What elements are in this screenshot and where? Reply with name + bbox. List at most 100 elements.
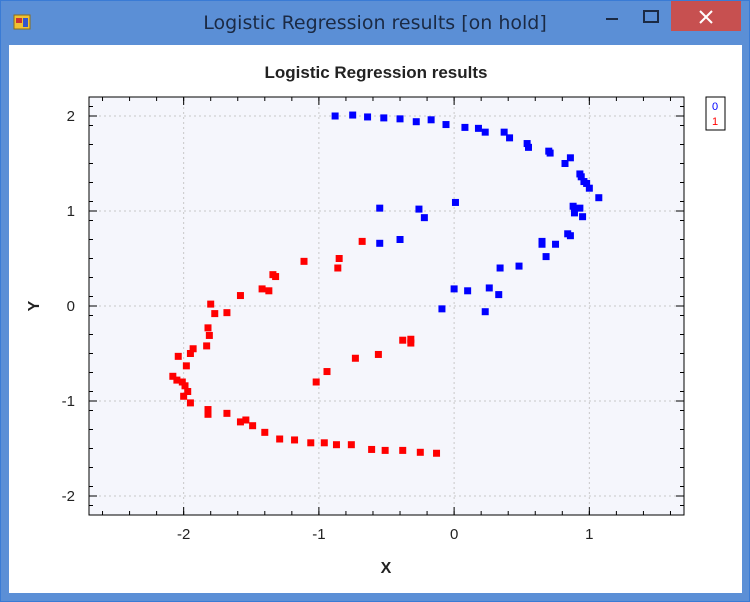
data-point-class-1 <box>223 309 231 317</box>
data-point-class-1 <box>186 399 194 407</box>
data-point-class-1 <box>300 257 308 265</box>
data-point-class-1 <box>416 448 424 456</box>
data-point-class-1 <box>261 428 269 436</box>
data-point-class-1 <box>323 368 331 376</box>
data-point-class-1 <box>358 237 366 245</box>
data-point-class-1 <box>291 436 299 444</box>
y-axis-label: Y <box>26 300 43 311</box>
window-title: Logistic Regression results [on hold] <box>203 12 547 34</box>
data-point-class-0 <box>450 285 458 293</box>
data-point-class-1 <box>169 372 177 380</box>
data-point-class-1 <box>242 416 250 424</box>
x-axis-label: X <box>381 560 392 577</box>
chart-area: Logistic Regression results -2 -1 0 1 -2 -1 0… <box>9 45 742 593</box>
grid-lines <box>89 97 684 515</box>
y-tick-label: 1 <box>67 203 75 220</box>
data-point-class-1 <box>181 382 189 390</box>
data-point-class-1 <box>368 445 376 453</box>
data-point-class-0 <box>420 214 428 222</box>
data-point-class-0 <box>331 112 339 120</box>
data-point-class-0 <box>500 128 508 136</box>
data-point-class-0 <box>566 154 574 162</box>
data-point-class-1 <box>307 439 315 447</box>
axis-ticks <box>89 97 684 515</box>
close-icon <box>699 10 713 24</box>
data-point-class-0 <box>585 184 593 192</box>
data-point-class-1 <box>204 324 212 332</box>
data-point-class-1 <box>204 406 212 414</box>
data-point-class-1 <box>374 350 382 358</box>
data-points <box>169 111 603 457</box>
data-point-class-1 <box>184 388 192 395</box>
x-tick-label: -2 <box>177 526 190 543</box>
data-point-class-1 <box>180 392 188 400</box>
x-tick-label: 1 <box>585 526 593 543</box>
legend-entry-0: 0 <box>712 101 718 113</box>
legend: 0 1 <box>705 96 726 131</box>
data-point-class-1 <box>399 336 407 344</box>
data-point-class-0 <box>438 305 446 313</box>
legend-box <box>705 96 726 131</box>
data-point-class-1 <box>236 292 244 300</box>
data-point-class-0 <box>524 143 532 151</box>
data-point-class-0 <box>546 149 554 157</box>
data-point-class-0 <box>576 204 584 212</box>
maximize-button[interactable] <box>628 1 674 31</box>
chart-title: Logistic Regression results <box>265 63 488 82</box>
data-point-class-1 <box>204 410 212 418</box>
data-point-class-1 <box>276 435 284 443</box>
data-point-class-1 <box>258 285 266 293</box>
data-point-class-0 <box>396 115 404 123</box>
minimize-button[interactable] <box>589 1 635 31</box>
data-point-class-1 <box>249 422 257 430</box>
data-point-class-0 <box>542 253 550 261</box>
data-point-class-0 <box>515 262 523 270</box>
scatter-chart: Logistic Regression results -2 -1 0 1 -2 -1 0… <box>26 63 726 577</box>
data-point-class-0 <box>461 123 469 131</box>
data-point-class-0 <box>566 232 574 240</box>
data-point-class-1 <box>211 310 219 318</box>
y-tick-label: 0 <box>67 298 75 315</box>
data-point-class-0 <box>481 308 489 316</box>
data-point-class-1 <box>186 350 194 357</box>
data-point-class-0 <box>569 202 577 210</box>
data-point-class-0 <box>412 118 420 126</box>
x-tick-label: 0 <box>450 526 458 543</box>
y-tick-label: -2 <box>62 488 75 505</box>
data-point-class-1 <box>407 335 415 343</box>
data-point-class-0 <box>464 287 472 295</box>
close-button[interactable] <box>671 1 741 31</box>
data-point-class-1 <box>332 441 340 449</box>
data-point-class-0 <box>577 173 585 181</box>
data-point-class-0 <box>481 128 489 136</box>
data-point-class-0 <box>538 240 546 248</box>
title-bar[interactable]: Logistic Regression results [on hold] <box>1 1 749 45</box>
data-point-class-0 <box>495 291 503 299</box>
minimize-icon <box>606 18 618 20</box>
data-point-class-1 <box>173 376 181 384</box>
data-point-class-0 <box>595 194 603 202</box>
y-tick-label: -1 <box>62 393 75 410</box>
data-point-class-0 <box>570 209 578 217</box>
data-point-class-1 <box>312 378 320 386</box>
data-point-class-1 <box>351 354 359 362</box>
data-point-class-0 <box>583 179 591 187</box>
data-point-class-1 <box>174 352 182 360</box>
data-point-class-0 <box>380 114 388 122</box>
data-point-class-1 <box>189 345 197 353</box>
data-point-class-1 <box>203 342 211 350</box>
app-window-icon[interactable] <box>13 13 33 33</box>
data-point-class-1 <box>207 300 215 308</box>
data-point-class-0 <box>451 198 459 206</box>
data-point-class-1 <box>433 449 441 457</box>
data-point-class-0 <box>506 134 514 142</box>
data-point-class-0 <box>349 111 357 119</box>
data-point-class-1 <box>335 255 343 262</box>
data-point-class-1 <box>272 273 280 281</box>
data-point-class-1 <box>182 362 190 370</box>
data-point-class-0 <box>552 240 560 248</box>
data-point-class-1 <box>381 446 389 454</box>
x-tick-label: -1 <box>312 526 325 543</box>
legend-entry-1: 1 <box>712 116 718 128</box>
